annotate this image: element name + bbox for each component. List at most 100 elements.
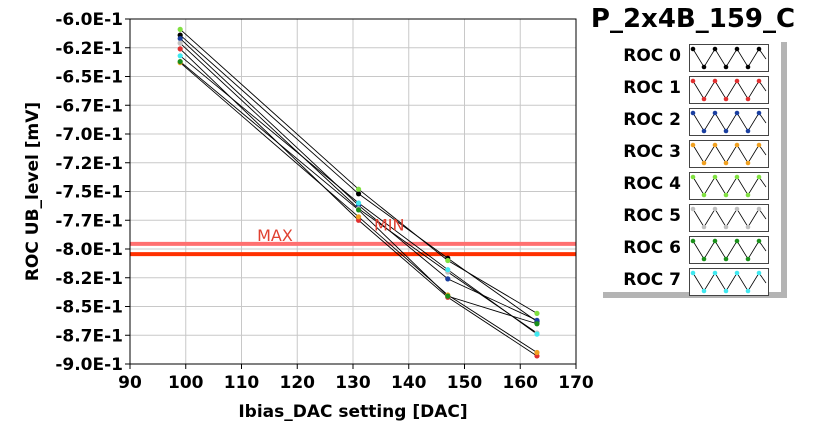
legend-swatch-marker [701, 160, 707, 166]
legend-swatch-marker [701, 224, 707, 230]
grid-layer [129, 18, 577, 365]
x-tick-label: 130 [335, 373, 371, 393]
legend: ROC 0 ROC 1 ROC 2 ROC 3 ROC 4 ROC 5 ROC 6 ROC 7 [603, 42, 787, 298]
legend-swatch-marker [701, 288, 707, 294]
legend-swatch-marker [723, 160, 729, 166]
legend-swatch [689, 44, 769, 72]
legend-item-roc-7: ROC 7 [603, 268, 781, 298]
series-line-roc-0 [179, 34, 538, 322]
legend-swatch-line [692, 112, 767, 132]
legend-swatch-marker [701, 96, 707, 102]
data-point-roc-5 [177, 40, 183, 46]
legend-swatch-marker [734, 78, 740, 84]
x-tick-label: 140 [391, 373, 427, 393]
data-point-roc-6 [445, 293, 451, 299]
chart-title: P_2x4B_159_C [590, 4, 796, 34]
data-point-roc-0 [355, 191, 362, 197]
legend-swatch-marker [756, 46, 762, 52]
legend-swatch-frame [689, 268, 769, 296]
legend-swatch [689, 236, 769, 264]
legend-swatch-marker [690, 206, 696, 212]
legend-swatch-marker [756, 238, 762, 244]
legend-item-roc-2: ROC 2 [603, 108, 781, 138]
legend-swatch-marker [745, 256, 751, 262]
legend-item-roc-4: ROC 4 [603, 172, 781, 202]
legend-swatch-line [692, 240, 767, 260]
legend-swatch-frame [689, 204, 769, 232]
legend-swatch-marker [745, 288, 751, 294]
legend-swatch-marker [712, 142, 718, 148]
legend-swatch-marker [734, 174, 740, 180]
y-tick-label: -7.7E-1 [55, 211, 123, 231]
legend-label: ROC 5 [623, 206, 681, 226]
x-tick-label: 120 [280, 373, 316, 393]
legend-swatch-frame [689, 172, 769, 200]
data-point-roc-2 [177, 35, 183, 42]
x-axis-title: Ibias_DAC setting [DAC] [238, 402, 467, 422]
legend-swatch-marker [734, 110, 740, 116]
legend-swatch [689, 76, 769, 104]
series-line-roc-7 [179, 55, 538, 335]
data-point-roc-3 [355, 214, 362, 220]
x-tick-label: 90 [118, 373, 142, 393]
legend-swatch [689, 204, 769, 232]
legend-item-roc-5: ROC 5 [603, 204, 781, 234]
legend-swatch [689, 268, 769, 296]
legend-item-roc-1: ROC 1 [603, 76, 781, 106]
legend-swatch-marker [756, 110, 762, 116]
series-line-roc-2 [179, 38, 538, 321]
legend-swatch-marker [745, 224, 751, 230]
legend-swatch-marker [723, 224, 729, 230]
legend-swatch-marker [745, 192, 751, 198]
legend-label: ROC 2 [623, 110, 681, 130]
annotation-min: MIN [374, 216, 405, 235]
legend-swatch-frame [689, 108, 769, 136]
legend-swatch-marker [701, 128, 707, 134]
legend-swatch-marker [690, 142, 696, 148]
legend-item-roc-6: ROC 6 [603, 236, 781, 266]
legend-swatch-line [692, 48, 767, 68]
data-point-roc-7 [177, 53, 183, 59]
data-point-roc-6 [355, 207, 362, 213]
legend-swatch [689, 172, 769, 200]
legend-swatch [689, 108, 769, 136]
legend-swatch-marker [712, 110, 718, 116]
y-tick-label: -9.0E-1 [55, 355, 123, 375]
legend-swatch-line [692, 208, 767, 228]
legend-swatch-marker [756, 142, 762, 148]
legend-swatch-marker [701, 192, 707, 198]
legend-swatch-marker [756, 270, 762, 276]
series-line-roc-5 [179, 42, 538, 334]
data-point-roc-3 [534, 349, 540, 356]
legend-swatch [689, 140, 769, 168]
y-tick-label: -8.5E-1 [55, 298, 123, 318]
legend-swatch-marker [745, 160, 751, 166]
legend-swatch-marker [712, 174, 718, 180]
legend-swatch-marker [734, 238, 740, 244]
x-tick-label: 150 [447, 373, 483, 393]
legend-swatch-marker [690, 46, 696, 52]
data-point-roc-4 [355, 186, 362, 192]
legend-swatch-marker [723, 96, 729, 102]
legend-label: ROC 3 [623, 142, 681, 162]
reference-lines-layer [130, 241, 576, 257]
legend-swatch-marker [745, 128, 751, 134]
data-point-roc-6 [177, 58, 183, 65]
legend-swatch-marker [734, 270, 740, 276]
series-line-roc-6 [179, 61, 538, 325]
ticks-layer: 90 100 110 120 130 140 150 160 170 -6.0E-1 -6.2E-1… [55, 10, 594, 393]
data-point-roc-6 [534, 321, 540, 327]
legend-swatch-marker [756, 78, 762, 84]
y-tick-label: -7.5E-1 [55, 183, 123, 203]
legend-swatch-marker [745, 96, 751, 102]
y-tick-label: -6.7E-1 [55, 96, 123, 116]
legend-swatch-frame [689, 236, 769, 264]
legend-swatch-marker [712, 78, 718, 84]
data-point-roc-4 [177, 26, 183, 32]
series-line-roc-1 [179, 48, 538, 357]
legend-swatch-frame [689, 76, 769, 104]
legend-swatch-marker [734, 142, 740, 148]
legend-label: ROC 7 [623, 270, 681, 290]
y-tick-label: -8.7E-1 [55, 326, 123, 346]
